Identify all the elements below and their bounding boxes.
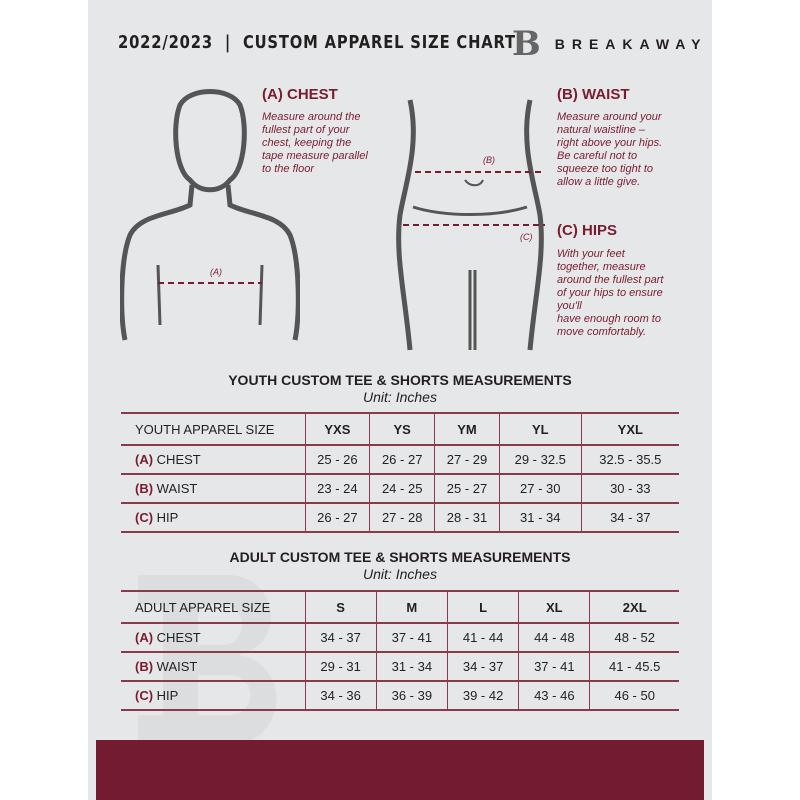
measurement-cell: 34 - 37 <box>446 651 519 682</box>
logo-mark-icon: B <box>512 24 541 64</box>
measure-name: CHEST <box>156 630 201 645</box>
brand-logo: B BREAKAWAY <box>512 24 707 64</box>
adult-size-table: ADULT APPAREL SIZE S M L XL 2XL (A) CHEST 34 - … <box>121 590 679 711</box>
hips-heading: (C) HIPS <box>557 222 617 239</box>
waist-hips-figure <box>396 99 545 351</box>
measurement-cell: 34 - 37 <box>304 622 377 653</box>
measurement-cell: 34 - 36 <box>304 680 377 711</box>
hips-marker-label: (C) <box>520 232 533 242</box>
measurement-cell: 27 - 29 <box>434 444 500 475</box>
measurement-cell: 23 - 24 <box>304 473 370 504</box>
size-label-header: ADULT APPAREL SIZE <box>121 590 305 624</box>
measure-name: CHEST <box>156 452 201 467</box>
youth-size-table: YOUTH APPAREL SIZE YXS YS YM YL YXL (A) CHEST 2… <box>121 412 679 533</box>
hips-description: With your feet together, measure around th… <box>557 248 664 338</box>
size-column-header: M <box>375 590 448 624</box>
waist-marker-label: (B) <box>483 155 495 165</box>
measurement-cell: 25 - 27 <box>434 473 500 504</box>
waist-heading: (B) WAIST <box>557 86 630 103</box>
measurement-cell: 27 - 30 <box>498 473 582 504</box>
measure-label: (C) HIP <box>121 502 305 533</box>
measurement-cell: 41 - 44 <box>446 622 519 653</box>
adult-table-unit: Unit: Inches <box>363 566 437 582</box>
size-column-header: YM <box>434 412 500 446</box>
measure-label: (C) HIP <box>121 680 305 711</box>
measurement-cell: 27 - 28 <box>369 502 435 533</box>
measure-tag: (B) <box>135 659 154 674</box>
measure-tag: (C) <box>135 688 154 703</box>
measure-tag: (A) <box>135 452 154 467</box>
logo-wordmark: BREAKAWAY <box>554 36 708 52</box>
measure-tag: (A) <box>135 630 154 645</box>
table-row: (B) WAIST 29 - 31 31 - 34 34 - 37 37 - 41 41 … <box>121 651 679 682</box>
measurement-cell: 29 - 32.5 <box>498 444 582 475</box>
measure-tag: (B) <box>135 481 154 496</box>
measurement-cell: 32.5 - 35.5 <box>580 444 679 475</box>
measurement-cell: 46 - 50 <box>589 680 679 711</box>
measurement-cell: 25 - 26 <box>304 444 370 475</box>
measurement-cell: 31 - 34 <box>375 651 448 682</box>
size-column-header: 2XL <box>589 590 679 624</box>
measurement-cell: 31 - 34 <box>498 502 582 533</box>
size-column-header: XL <box>518 590 590 624</box>
table-row: (A) CHEST 34 - 37 37 - 41 41 - 44 44 - 48 48 … <box>121 622 679 653</box>
measure-label: (B) WAIST <box>121 651 305 682</box>
measurement-cell: 29 - 31 <box>304 651 377 682</box>
measure-name: WAIST <box>156 659 198 674</box>
youth-table-title: YOUTH CUSTOM TEE & SHORTS MEASUREMENTS <box>228 372 572 388</box>
table-row: (C) HIP 34 - 36 36 - 39 39 - 42 43 - 46 46 - … <box>121 680 679 711</box>
chest-marker-label: (A) <box>210 267 222 277</box>
chest-figure <box>120 89 300 341</box>
page-title: 2022/2023 | CUSTOM APPAREL SIZE CHART <box>118 32 516 53</box>
measure-label: (A) CHEST <box>121 622 305 653</box>
measurement-cell: 26 - 27 <box>369 444 435 475</box>
measure-label: (B) WAIST <box>121 473 305 504</box>
measurement-cell: 30 - 33 <box>580 473 679 504</box>
measurement-cell: 37 - 41 <box>375 622 448 653</box>
size-column-header: YXS <box>304 412 370 446</box>
table-row: (B) WAIST 23 - 24 24 - 25 25 - 27 27 - 30 30 … <box>121 473 679 504</box>
size-column-header: YS <box>369 412 435 446</box>
measurement-cell: 39 - 42 <box>446 680 519 711</box>
chest-heading: (A) CHEST <box>262 86 338 103</box>
size-column-header: YXL <box>580 412 679 446</box>
measurement-cell: 43 - 46 <box>518 680 590 711</box>
table-header-row: YOUTH APPAREL SIZE YXS YS YM YL YXL <box>121 412 679 446</box>
measurement-cell: 36 - 39 <box>375 680 448 711</box>
measure-name: HIP <box>156 688 179 703</box>
measure-label: (A) CHEST <box>121 444 305 475</box>
measurement-cell: 26 - 27 <box>304 502 370 533</box>
measurement-cell: 24 - 25 <box>369 473 435 504</box>
size-column-header: YL <box>498 412 582 446</box>
chest-description: Measure around the fullest part of your ch… <box>262 111 368 175</box>
measurement-cell: 44 - 48 <box>518 622 590 653</box>
waist-description: Measure around your natural waistline – ri… <box>557 111 663 188</box>
size-column-header: L <box>446 590 519 624</box>
size-label-header: YOUTH APPAREL SIZE <box>121 412 305 446</box>
table-row: (C) HIP 26 - 27 27 - 28 28 - 31 31 - 34 34 - … <box>121 502 679 533</box>
measure-name: HIP <box>156 510 179 525</box>
measurement-cell: 37 - 41 <box>518 651 590 682</box>
measurement-cell: 48 - 52 <box>589 622 679 653</box>
adult-table-title: ADULT CUSTOM TEE & SHORTS MEASUREMENTS <box>229 549 571 565</box>
measurement-cell: 41 - 45.5 <box>589 651 679 682</box>
measure-name: WAIST <box>156 481 198 496</box>
size-column-header: S <box>304 590 377 624</box>
measure-tag: (C) <box>135 510 154 525</box>
footer-bar <box>96 740 704 800</box>
youth-table-unit: Unit: Inches <box>363 389 437 405</box>
table-row: (A) CHEST 25 - 26 26 - 27 27 - 29 29 - 32.5 3… <box>121 444 679 475</box>
measurement-cell: 34 - 37 <box>580 502 679 533</box>
table-header-row: ADULT APPAREL SIZE S M L XL 2XL <box>121 590 679 624</box>
measurement-cell: 28 - 31 <box>434 502 500 533</box>
